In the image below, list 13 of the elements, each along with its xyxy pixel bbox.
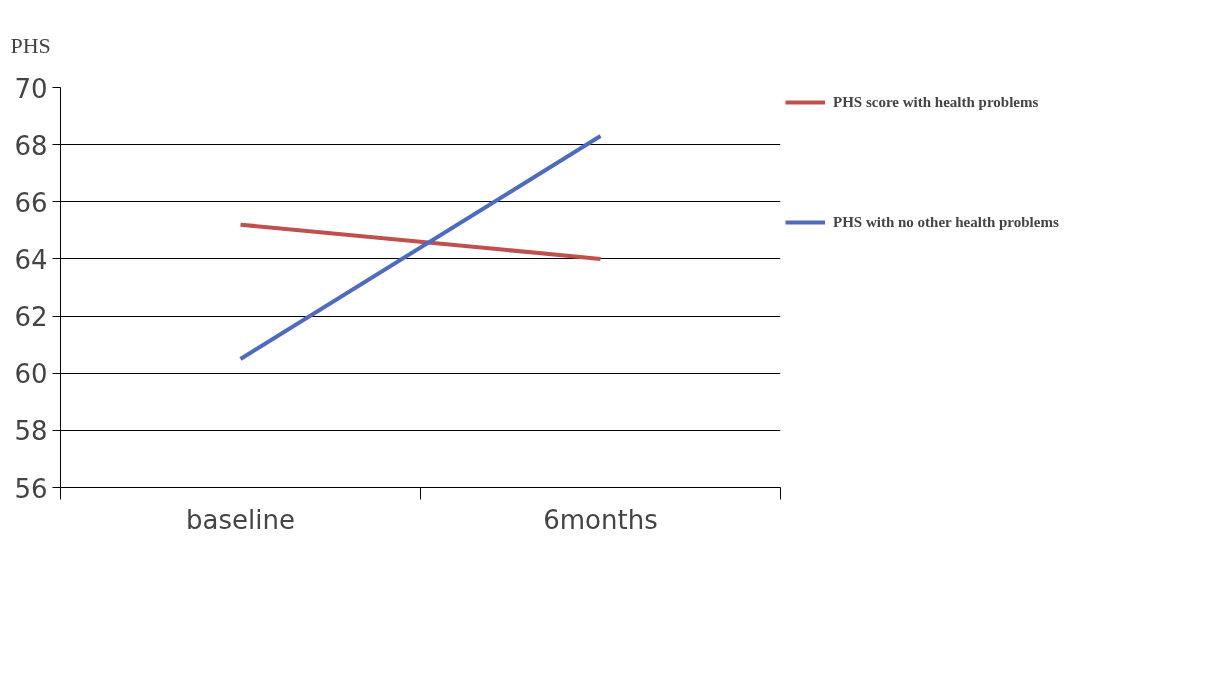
y-tick-label: 56 [14, 473, 48, 504]
x-tick-label: 6months [543, 504, 658, 535]
y-tick-label: 68 [14, 130, 48, 161]
legend-label: PHS with no other health problems [833, 213, 1059, 231]
y-axis-title: PHS [10, 32, 51, 58]
y-tick-label: 66 [14, 187, 48, 218]
y-tick-label: 60 [14, 359, 48, 390]
legend-label: PHS score with health problems [833, 93, 1039, 111]
y-tick-label: 58 [14, 416, 48, 447]
y-tick-label: 70 [14, 73, 48, 104]
x-tick-label: baseline [186, 504, 295, 535]
y-tick-label: 62 [14, 302, 48, 333]
y-tick-label: 64 [14, 244, 48, 275]
